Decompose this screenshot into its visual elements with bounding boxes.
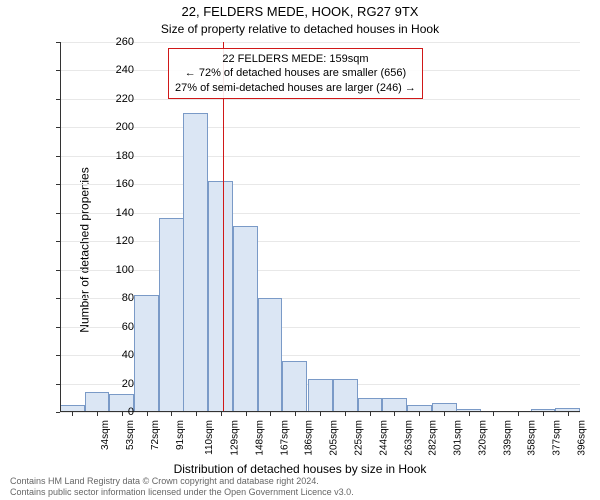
x-tick-label: 167sqm xyxy=(279,420,290,456)
x-tick-label: 110sqm xyxy=(204,420,215,455)
x-tick-label: 205sqm xyxy=(329,420,340,456)
x-tick-label: 186sqm xyxy=(304,420,315,456)
x-tick-mark xyxy=(246,412,247,416)
y-tick-mark xyxy=(56,384,60,385)
y-tick-mark xyxy=(56,270,60,271)
footer-line1: Contains HM Land Registry data © Crown c… xyxy=(10,476,354,487)
chart-title-sub: Size of property relative to detached ho… xyxy=(0,22,600,36)
x-tick-label: 72sqm xyxy=(150,420,161,450)
y-tick-label: 180 xyxy=(104,150,134,162)
annotation-box: 22 FELDERS MEDE: 159sqm ← 72% of detache… xyxy=(168,48,423,99)
y-tick-mark xyxy=(56,184,60,185)
x-tick-label: 225sqm xyxy=(354,420,365,456)
histogram-bar xyxy=(258,298,283,412)
x-tick-mark xyxy=(568,412,569,416)
y-tick-label: 40 xyxy=(104,349,134,361)
y-axis-line xyxy=(60,42,61,412)
x-tick-label: 34sqm xyxy=(100,420,111,450)
chart-container: 22, FELDERS MEDE, HOOK, RG27 9TX Size of… xyxy=(0,0,600,500)
histogram-bar xyxy=(382,398,407,412)
y-tick-label: 0 xyxy=(104,406,134,418)
y-tick-mark xyxy=(56,42,60,43)
x-tick-mark xyxy=(394,412,395,416)
plot-area: 22 FELDERS MEDE: 159sqm ← 72% of detache… xyxy=(60,42,580,412)
y-tick-mark xyxy=(56,127,60,128)
chart-title-main: 22, FELDERS MEDE, HOOK, RG27 9TX xyxy=(0,4,600,19)
x-tick-mark xyxy=(518,412,519,416)
x-tick-mark xyxy=(97,412,98,416)
annotation-line2: ← 72% of detached houses are smaller (65… xyxy=(175,66,416,80)
x-tick-label: 282sqm xyxy=(428,420,439,456)
x-tick-mark xyxy=(295,412,296,416)
y-tick-mark xyxy=(56,298,60,299)
x-tick-label: 377sqm xyxy=(552,420,563,456)
x-tick-mark xyxy=(444,412,445,416)
footer-line2: Contains public sector information licen… xyxy=(10,487,354,498)
x-tick-mark xyxy=(147,412,148,416)
y-tick-label: 240 xyxy=(104,64,134,76)
x-tick-label: 263sqm xyxy=(403,420,414,456)
y-tick-mark xyxy=(56,241,60,242)
x-tick-label: 129sqm xyxy=(230,420,241,456)
y-tick-label: 20 xyxy=(104,378,134,390)
y-tick-label: 100 xyxy=(104,264,134,276)
x-tick-mark xyxy=(543,412,544,416)
y-tick-mark xyxy=(56,213,60,214)
x-tick-label: 301sqm xyxy=(453,420,464,456)
x-tick-mark xyxy=(493,412,494,416)
x-tick-mark xyxy=(370,412,371,416)
x-tick-mark xyxy=(320,412,321,416)
x-tick-label: 91sqm xyxy=(175,420,186,450)
y-tick-label: 160 xyxy=(104,178,134,190)
histogram-bar xyxy=(333,379,358,412)
y-tick-label: 80 xyxy=(104,292,134,304)
histogram-bar xyxy=(282,361,307,412)
y-tick-label: 220 xyxy=(104,93,134,105)
y-tick-mark xyxy=(56,355,60,356)
x-tick-mark xyxy=(72,412,73,416)
x-tick-mark xyxy=(171,412,172,416)
x-tick-label: 244sqm xyxy=(378,420,389,456)
annotation-line3: 27% of semi-detached houses are larger (… xyxy=(175,81,416,95)
x-tick-label: 358sqm xyxy=(527,420,538,456)
histogram-bar xyxy=(183,113,208,412)
x-tick-label: 148sqm xyxy=(255,420,266,456)
histogram-bar xyxy=(159,218,184,412)
x-tick-label: 339sqm xyxy=(502,420,513,456)
y-tick-label: 200 xyxy=(104,121,134,133)
x-axis-label: Distribution of detached houses by size … xyxy=(0,462,600,476)
y-tick-mark xyxy=(56,99,60,100)
x-tick-mark xyxy=(221,412,222,416)
y-tick-mark xyxy=(56,327,60,328)
annotation-line1: 22 FELDERS MEDE: 159sqm xyxy=(175,52,416,66)
histogram-bar xyxy=(134,295,159,412)
footer-attribution: Contains HM Land Registry data © Crown c… xyxy=(10,476,354,498)
histogram-bar xyxy=(233,226,258,412)
y-tick-mark xyxy=(56,412,60,413)
x-tick-label: 320sqm xyxy=(477,420,488,456)
y-tick-label: 140 xyxy=(104,207,134,219)
histogram-bar xyxy=(308,379,333,412)
y-tick-label: 60 xyxy=(104,321,134,333)
x-tick-label: 396sqm xyxy=(576,420,587,456)
histogram-bar xyxy=(208,181,233,412)
y-tick-mark xyxy=(56,156,60,157)
x-tick-mark xyxy=(469,412,470,416)
x-tick-mark xyxy=(270,412,271,416)
x-tick-mark xyxy=(196,412,197,416)
x-tick-label: 53sqm xyxy=(125,420,136,450)
x-tick-mark xyxy=(345,412,346,416)
histogram-bar xyxy=(358,398,383,412)
y-tick-label: 120 xyxy=(104,235,134,247)
x-tick-mark xyxy=(419,412,420,416)
y-tick-label: 260 xyxy=(104,36,134,48)
y-tick-mark xyxy=(56,70,60,71)
